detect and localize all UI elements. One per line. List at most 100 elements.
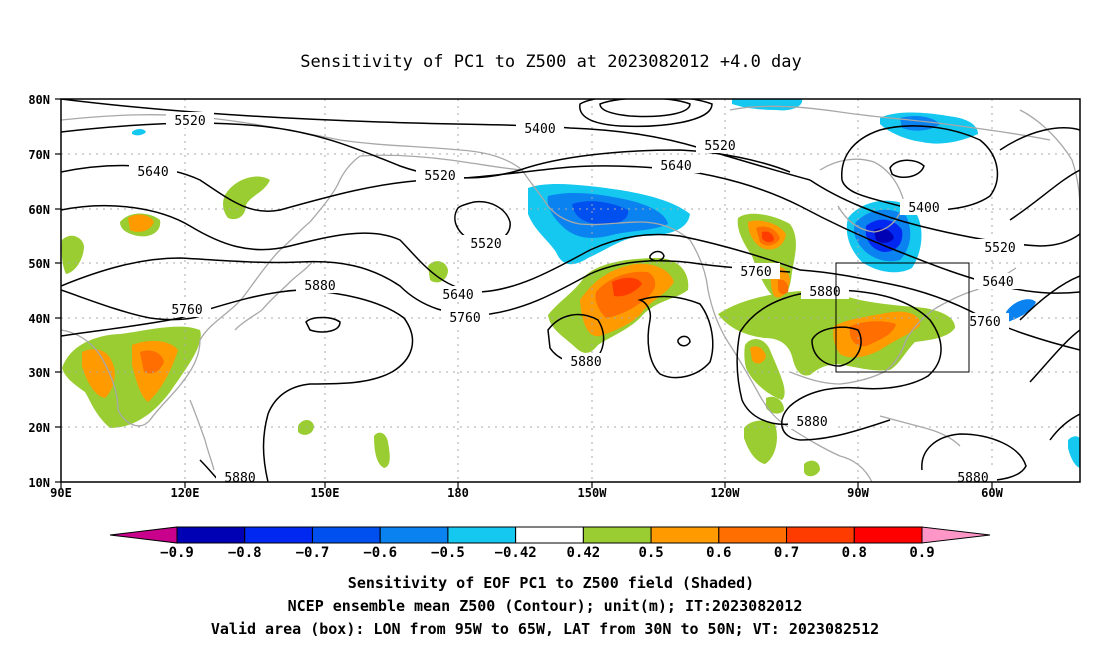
shade-pos-kamchatka xyxy=(61,235,84,274)
lon-label: 120E xyxy=(171,486,200,500)
shade-neg-atlantic-a xyxy=(1006,299,1036,322)
negative-sensitivity-shading xyxy=(132,99,1080,468)
contour-atlantic-south xyxy=(1019,275,1080,321)
contour-5760-west xyxy=(61,289,211,321)
contour-arctic-loop-b xyxy=(579,99,713,128)
colorbar-labels: −0.9 −0.8 −0.7 −0.6 −0.5 −0.42 0.42 0.5 0.6 0.7 0.… xyxy=(160,545,935,561)
colorbar-cell xyxy=(176,526,246,544)
contour-5640-na xyxy=(799,205,1080,294)
contour-label: 5520 xyxy=(704,139,735,154)
lon-label: 150W xyxy=(578,486,608,500)
colorbar: −0.9 −0.8 −0.7 −0.6 −0.5 −0.42 0.42 0.5 0.6 0.7 0.… xyxy=(109,526,991,561)
contour-label: 5520 xyxy=(984,241,1015,256)
colorbar-label: 0.8 xyxy=(842,545,867,561)
tick-marks xyxy=(55,98,993,488)
coast-philippines xyxy=(189,399,215,471)
shade-strong-west-canada-core xyxy=(762,231,774,243)
contour-5880-loop-pacific xyxy=(305,316,341,333)
colorbar-label: 0.9 xyxy=(909,545,934,561)
lat-label: 80N xyxy=(28,93,50,107)
lon-label: 90W xyxy=(847,486,869,500)
colorbar-label: −0.9 xyxy=(160,545,194,561)
lat-label: 60N xyxy=(28,203,50,217)
contour-label: 5760 xyxy=(740,265,771,280)
colorbar-cell xyxy=(853,526,923,544)
colorbar-label: −0.5 xyxy=(431,545,465,561)
contour-label: 5760 xyxy=(449,311,480,326)
contour-label: 5640 xyxy=(137,165,168,180)
contour-label: 5640 xyxy=(660,159,691,174)
lat-label: 70N xyxy=(28,148,50,162)
graticule xyxy=(61,99,1080,482)
contour-label: 5520 xyxy=(174,114,205,129)
shade-pos-pacific-b xyxy=(374,432,390,468)
colorbar-label: 0.5 xyxy=(638,545,663,561)
shade-strong-east-asia xyxy=(140,350,164,374)
coast-arctic-islands xyxy=(729,105,1051,141)
contour-small-loop-b xyxy=(677,335,691,347)
shade-pos-south xyxy=(804,460,820,477)
caption-line-1: Sensitivity of EOF PC1 to Z500 field (Sh… xyxy=(348,574,754,592)
contour-5880-loop-na xyxy=(811,326,862,367)
shade-strong-gulf-alaska-core xyxy=(612,277,642,297)
figure-title: Sensitivity of PC1 to Z500 at 2023082012… xyxy=(300,52,802,72)
contour-5640-mid xyxy=(61,204,801,293)
map-background xyxy=(61,99,1080,482)
lon-label: 120W xyxy=(711,486,741,500)
caption-line-2: NCEP ensemble mean Z500 (Contour); unit(… xyxy=(288,597,803,615)
contour-label: 5880 xyxy=(570,355,601,370)
map-frame xyxy=(60,98,1081,483)
colorbar-cell xyxy=(515,526,584,544)
lat-label: 40N xyxy=(28,312,50,326)
colorbar-cell xyxy=(244,526,313,544)
lon-label: 180 xyxy=(447,486,469,500)
coast-central-america xyxy=(789,427,873,482)
contour-label: 5880 xyxy=(809,285,840,300)
contour-label: 5640 xyxy=(982,275,1013,290)
shade-neg-gulf-alaska-core xyxy=(572,201,629,225)
figure-caption: Sensitivity of EOF PC1 to Z500 field (Sh… xyxy=(211,574,879,638)
shade-pos-siberia-b xyxy=(223,176,270,220)
lon-label: 60W xyxy=(981,486,1003,500)
contour-5880-pacific xyxy=(61,289,414,482)
colorbar-cell xyxy=(786,526,855,544)
longitude-labels: 90E 120E 150E 180 150W 120W 90W 60W xyxy=(50,486,1003,500)
lat-label: 50N xyxy=(28,257,50,271)
contour-5880-south xyxy=(921,433,1027,482)
shade-mod-mexico xyxy=(750,346,766,364)
coast-siberia xyxy=(61,114,523,171)
strong-sensitivity-shading xyxy=(140,226,896,374)
contour-5880-se xyxy=(1049,413,1080,441)
lon-label: 150E xyxy=(311,486,340,500)
coast-caribbean xyxy=(879,415,961,447)
contour-label: 5400 xyxy=(908,201,939,216)
shade-neg-atlantic-b xyxy=(1068,436,1080,468)
colorbar-under-triangle xyxy=(109,526,178,544)
colorbar-label: 0.7 xyxy=(774,545,799,561)
contour-arctic-loop-a xyxy=(599,99,691,118)
contour-label: 5520 xyxy=(470,237,501,252)
contour-label: 5520 xyxy=(424,169,455,184)
contour-5520-na xyxy=(809,179,1080,247)
colorbar-cell xyxy=(311,526,381,544)
coast-gulf-mexico xyxy=(789,339,907,385)
map-panel: 5520 5400 5520 5640 5520 5640 5520 5400 … xyxy=(28,93,1081,500)
contour-5760-na xyxy=(799,269,1080,351)
shade-mod-east-asia xyxy=(82,349,115,398)
contour-5400-na xyxy=(841,125,999,211)
coast-kamchatka xyxy=(309,155,361,223)
contour-atlantic-east xyxy=(999,127,1080,151)
contour-5880-main xyxy=(637,295,714,379)
colorbar-cell xyxy=(379,526,449,544)
lat-label: 20N xyxy=(28,421,50,435)
shade-mod-siberia xyxy=(128,214,154,232)
shade-pos-central-america xyxy=(744,420,777,464)
colorbar-label: −0.8 xyxy=(228,545,262,561)
shade-neg-bering xyxy=(132,129,146,136)
contour-label: 5880 xyxy=(957,471,988,486)
contour-5520-gulf xyxy=(454,200,511,244)
contour-label: 5640 xyxy=(442,288,473,303)
shade-strong-usa-mid xyxy=(778,279,789,295)
contour-label: 5880 xyxy=(304,279,335,294)
